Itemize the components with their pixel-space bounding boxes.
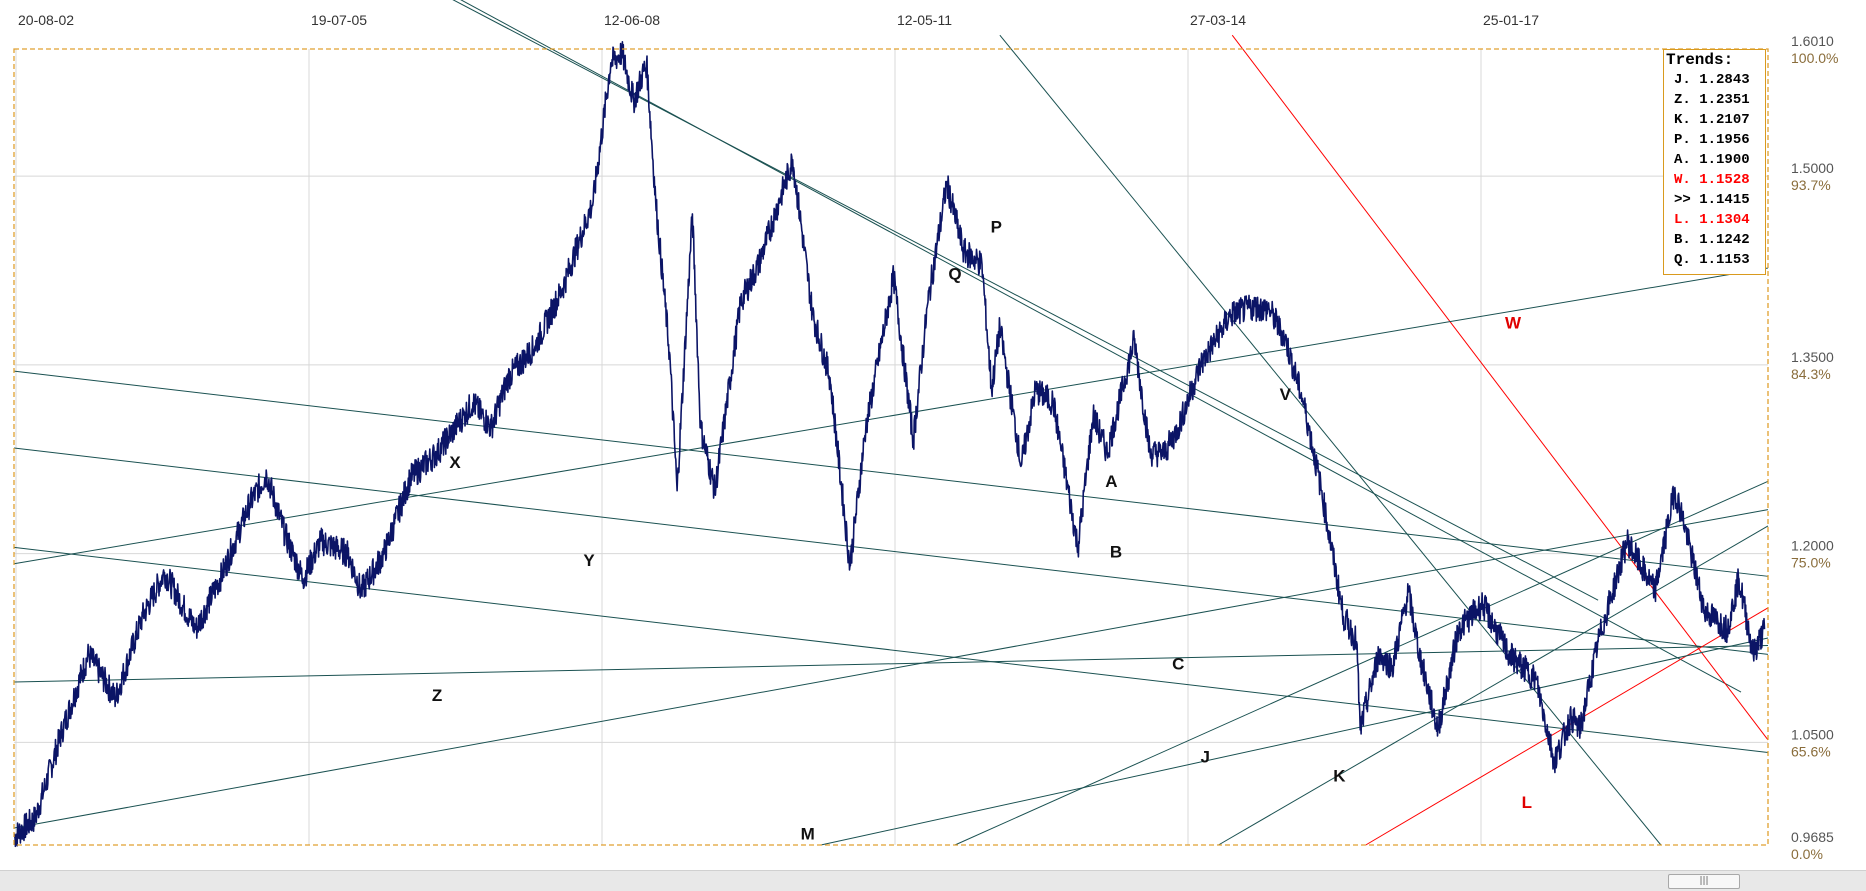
trendline-label-m: M bbox=[801, 824, 815, 843]
trendline-y bbox=[13, 447, 1769, 655]
x-tick-label: 12-06-08 bbox=[604, 12, 660, 28]
y-tick-percent: 0.0% bbox=[1791, 846, 1823, 862]
y-tick-percent: 65.6% bbox=[1791, 743, 1831, 759]
legend-key: J. bbox=[1674, 72, 1691, 88]
trendline-label-j: J bbox=[1201, 748, 1210, 767]
trendline-x bbox=[13, 267, 1769, 565]
x-tick-label: 19-07-05 bbox=[311, 12, 367, 28]
trendline-w bbox=[1231, 34, 1769, 741]
legend-key: P. bbox=[1674, 132, 1691, 148]
y-tick-price: 1.0500 bbox=[1791, 726, 1834, 742]
plot-border bbox=[13, 48, 1769, 846]
legend-title: Trends: bbox=[1666, 51, 1734, 69]
legend-key: B. bbox=[1674, 232, 1691, 248]
legend-key: W. bbox=[1674, 172, 1691, 188]
trendline-m bbox=[820, 637, 1769, 846]
legend-row: B. 1.1242 bbox=[1674, 230, 1750, 250]
legend-key: L. bbox=[1674, 212, 1691, 228]
trendline-label-l: L bbox=[1522, 793, 1532, 812]
legend-row: Q. 1.1153 bbox=[1674, 250, 1750, 270]
y-tick-price: 1.3500 bbox=[1791, 349, 1834, 365]
trendline-v bbox=[999, 34, 1662, 846]
y-tick-percent: 93.7% bbox=[1791, 177, 1831, 193]
trendline-k bbox=[1218, 525, 1769, 846]
legend-key: >> bbox=[1674, 192, 1691, 208]
legend-key: A. bbox=[1674, 152, 1691, 168]
price-chart: 20-08-02 19-07-05 12-06-08 12-05-11 27-03-14… bbox=[13, 0, 1838, 862]
scrollbar-thumb[interactable]: ||| bbox=[1668, 874, 1740, 889]
legend-key: Z. bbox=[1674, 92, 1691, 108]
legend-row: Z. 1.2351 bbox=[1674, 90, 1750, 110]
legend-row: J. 1.2843 bbox=[1674, 70, 1750, 90]
trendline-label-a: A bbox=[1105, 472, 1117, 491]
trendline-q bbox=[460, 0, 1742, 693]
y-tick-percent: 84.3% bbox=[1791, 366, 1831, 382]
trendline-label-c: C bbox=[1172, 654, 1184, 673]
legend-value: 1.2107 bbox=[1699, 112, 1750, 128]
trendline-label-v: V bbox=[1280, 385, 1292, 404]
trendline-label-y: Y bbox=[583, 551, 595, 570]
legend-key: K. bbox=[1674, 112, 1691, 128]
y-tick-percent: 100.0% bbox=[1791, 50, 1838, 66]
trendline-label-b: B bbox=[1110, 542, 1122, 561]
y-tick-price: 1.2000 bbox=[1791, 538, 1834, 554]
trendline-z bbox=[13, 509, 1769, 829]
y-tick-price: 1.6010 bbox=[1791, 33, 1834, 49]
trendline-label-k: K bbox=[1333, 766, 1346, 785]
x-tick-label: 25-01-17 bbox=[1483, 12, 1539, 28]
legend-key: Q. bbox=[1674, 252, 1691, 268]
legend-row: A. 1.1900 bbox=[1674, 150, 1750, 170]
price-line bbox=[13, 40, 1766, 848]
trendline-c bbox=[13, 645, 1769, 683]
legend-row: >> 1.1415 bbox=[1674, 190, 1750, 210]
y-tick-price: 0.9685 bbox=[1791, 829, 1834, 845]
legend-row: P. 1.1956 bbox=[1674, 130, 1750, 150]
legend-value: 1.2351 bbox=[1699, 92, 1750, 108]
legend-value: 1.1956 bbox=[1699, 132, 1750, 148]
trendline-label-x: X bbox=[449, 453, 461, 472]
legend-row: K. 1.2107 bbox=[1674, 110, 1750, 130]
x-tick-label: 12-05-11 bbox=[897, 12, 952, 28]
trendline-label-q: Q bbox=[948, 264, 961, 283]
trendline-label-z: Z bbox=[432, 686, 442, 705]
y-tick-percent: 75.0% bbox=[1791, 555, 1831, 571]
plot-background bbox=[14, 49, 1768, 845]
legend-value: 1.1528 bbox=[1699, 172, 1750, 188]
y-tick-price: 1.5000 bbox=[1791, 160, 1834, 176]
legend-value: 1.1153 bbox=[1699, 252, 1750, 268]
legend-row: L. 1.1304 bbox=[1674, 210, 1750, 230]
trendline-a bbox=[13, 370, 1769, 577]
x-tick-label: 27-03-14 bbox=[1190, 12, 1246, 28]
legend-value: 1.1304 bbox=[1699, 212, 1750, 228]
trendline-label-p: P bbox=[991, 218, 1002, 237]
x-tick-label: 20-08-02 bbox=[18, 12, 74, 28]
legend-value: 1.1415 bbox=[1699, 192, 1750, 208]
trends-legend: Trends: J. 1.2843 Z. 1.2351 K. 1.2107 P. 1.… bbox=[1663, 49, 1766, 275]
legend-value: 1.1242 bbox=[1699, 232, 1750, 248]
legend-value: 1.2843 bbox=[1699, 72, 1750, 88]
legend-value: 1.1900 bbox=[1699, 152, 1750, 168]
horizontal-scrollbar[interactable]: ||| bbox=[0, 870, 1866, 891]
trendline-label-w: W bbox=[1505, 313, 1522, 332]
legend-row: W. 1.1528 bbox=[1674, 170, 1750, 190]
